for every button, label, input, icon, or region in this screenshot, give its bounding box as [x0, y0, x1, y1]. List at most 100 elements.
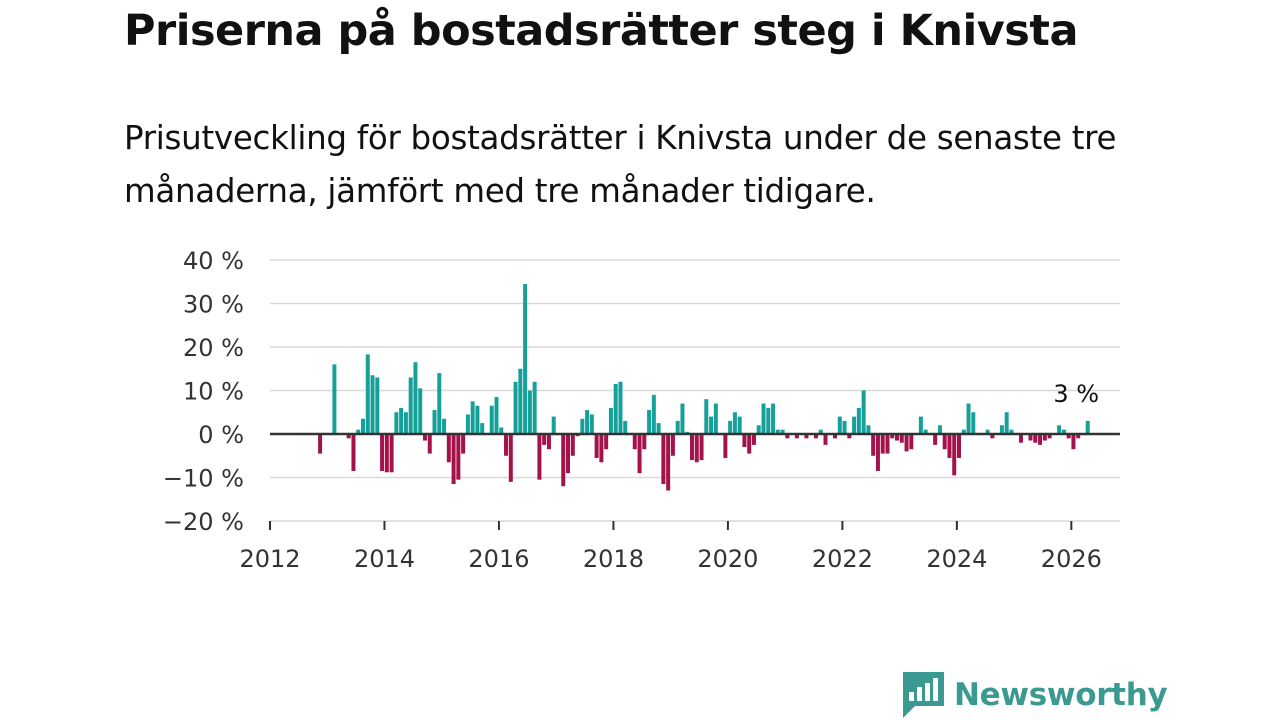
bar: [952, 434, 957, 476]
bar: [675, 420, 680, 434]
bar: [465, 414, 470, 434]
latest-value-annotation: 3 %: [1053, 380, 1099, 408]
bar: [1038, 434, 1043, 445]
x-tick-label: 2012: [239, 545, 300, 573]
bar: [947, 434, 952, 458]
bar: [442, 418, 447, 434]
bar: [1028, 434, 1033, 441]
bar: [380, 434, 385, 471]
bar: [360, 418, 365, 434]
brand-name: Newsworthy: [954, 677, 1168, 713]
bar: [532, 381, 537, 434]
bar: [1047, 434, 1052, 439]
bar: [489, 405, 494, 434]
y-tick-label: −10 %: [163, 465, 244, 493]
bar: [422, 434, 427, 441]
x-tick-label: 2026: [1041, 545, 1102, 573]
bar: [842, 420, 847, 434]
newsworthy-logo-icon: [903, 672, 944, 718]
bar: [356, 429, 361, 434]
x-tick-label: 2018: [583, 545, 644, 573]
bar: [637, 434, 642, 474]
bar: [508, 434, 513, 482]
bar: [933, 434, 938, 445]
bar: [661, 434, 666, 485]
bar: [813, 434, 818, 439]
y-tick-label: 30 %: [183, 291, 244, 319]
bar: [384, 434, 389, 473]
bar: [365, 354, 370, 434]
bar: [699, 434, 704, 461]
bar: [856, 407, 861, 434]
bar: [751, 434, 756, 445]
y-tick-label: −20 %: [163, 508, 244, 536]
x-tick-label: 2020: [697, 545, 758, 573]
bar: [1061, 429, 1066, 434]
y-tick-label: 0 %: [198, 421, 244, 449]
bar: [656, 423, 661, 434]
bar: [737, 416, 742, 434]
bar: [647, 410, 652, 434]
y-tick-label: 20 %: [183, 334, 244, 362]
bar: [580, 418, 585, 434]
bar: [871, 434, 876, 456]
bar: [1018, 434, 1023, 443]
bar: [694, 434, 699, 463]
bar: [604, 434, 609, 450]
bar: [666, 434, 671, 491]
bar: [909, 434, 914, 450]
bar: [546, 434, 551, 450]
bar: [999, 425, 1004, 434]
bar: [389, 434, 394, 473]
bar: [599, 434, 604, 463]
bar: [651, 394, 656, 434]
bar: [804, 434, 809, 439]
bar: [413, 362, 418, 434]
bar: [1033, 434, 1038, 443]
x-tick-label: 2024: [926, 545, 987, 573]
bar: [852, 416, 857, 434]
bar: [570, 434, 575, 456]
bar: [394, 412, 399, 434]
bar: [632, 434, 637, 450]
bar: [1042, 434, 1047, 441]
newsworthy-logo: Newsworthy: [903, 670, 1168, 720]
x-tick-label: 2022: [812, 545, 873, 573]
bar: [518, 368, 523, 434]
bar: [761, 403, 766, 434]
bar: [537, 434, 542, 480]
bar: [618, 381, 623, 434]
bar: [399, 407, 404, 434]
bar: [1057, 425, 1062, 434]
bar: [780, 429, 785, 434]
bar: [437, 373, 442, 434]
chart-title: Priserna på bostadsrätter steg i Knivsta: [124, 6, 1078, 56]
bar: [866, 425, 871, 434]
bar: [589, 414, 594, 434]
bar: [961, 429, 966, 434]
bar: [351, 434, 356, 471]
bar: [732, 412, 737, 434]
bar: [642, 434, 647, 450]
bar: [823, 434, 828, 445]
bar: [723, 434, 728, 458]
bar: [461, 434, 466, 454]
bar: [1071, 434, 1076, 450]
bar: [875, 434, 880, 471]
bar: [318, 434, 323, 454]
bar: [971, 412, 976, 434]
bar: [704, 399, 709, 434]
bar: [475, 405, 480, 434]
bar: [937, 425, 942, 434]
bar: [608, 407, 613, 434]
bar: [375, 377, 380, 434]
axes: 40 % 30 % 20 % 10 % 0 % −10 % −20 % 2012 2014 201…: [163, 247, 1102, 573]
bar: [480, 423, 485, 434]
bar: [403, 412, 408, 434]
bar: [1085, 420, 1090, 434]
bar: [742, 434, 747, 448]
bar: [542, 434, 547, 445]
x-tick-label: 2016: [468, 545, 529, 573]
bar: [880, 434, 885, 454]
bar: [370, 375, 375, 434]
